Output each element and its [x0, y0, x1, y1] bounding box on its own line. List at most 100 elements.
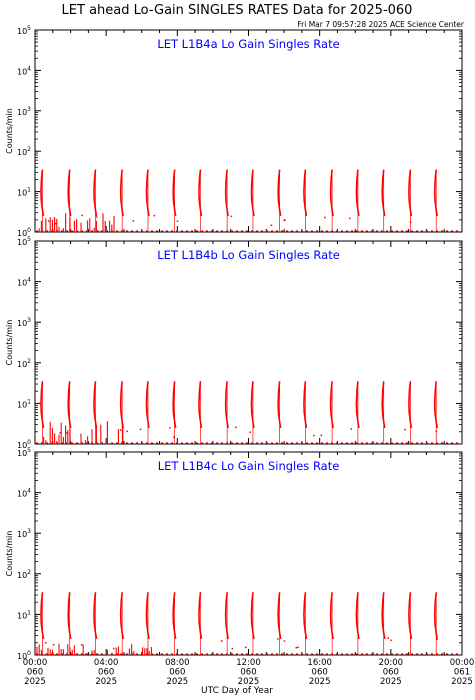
spike-mark: [40, 381, 45, 444]
figure-title: LET ahead Lo-Gain SINGLES RATES Data for…: [62, 3, 413, 18]
panel-title: LET L1B4a Lo Gain Singles Rate: [157, 37, 339, 51]
data-point: [153, 214, 156, 217]
data-point: [283, 640, 286, 642]
y-tick-label: 100: [17, 650, 31, 661]
data-point: [173, 436, 175, 439]
y-tick-base: 10: [17, 27, 27, 36]
x-axis-label: UTC Day of Year: [201, 686, 273, 696]
y-axis-label: Counts/min: [5, 108, 14, 154]
data-point: [176, 220, 179, 222]
spike-mark: [67, 592, 72, 655]
data-point: [349, 217, 351, 220]
data-point: [320, 434, 323, 437]
y-tick-label: 101: [17, 398, 31, 409]
spike-mark: [381, 381, 386, 444]
spike-mark: [433, 381, 438, 444]
spike-mark: [145, 592, 150, 655]
timestamp: Fri Mar 7 09:57:28 2025 ACE Science Cent…: [297, 20, 465, 29]
spike-mark: [198, 592, 203, 655]
spike-mark: [355, 169, 360, 232]
data-point: [436, 638, 438, 641]
spike-mark: [433, 169, 438, 232]
spike-mark: [303, 169, 308, 232]
x-tick-time: 16:00: [307, 658, 332, 668]
y-axis-label: Counts/min: [5, 531, 14, 577]
data-point: [54, 222, 57, 225]
spike-mark: [172, 169, 177, 232]
y-tick-label: 102: [17, 358, 31, 369]
data-point: [80, 643, 83, 646]
y-tick-exponent: 1: [27, 609, 31, 616]
x-tick-year: 2025: [167, 677, 189, 687]
y-tick-label: 101: [17, 187, 31, 198]
spike-mark: [433, 592, 438, 655]
y-axis-label: Counts/min: [5, 320, 14, 366]
y-tick-exponent: 1: [27, 187, 31, 194]
y-tick-base: 10: [17, 189, 27, 198]
spike-mark: [303, 381, 308, 444]
plot-frame: [34, 29, 463, 233]
spike-mark: [303, 592, 308, 655]
spike-mark: [40, 592, 45, 655]
x-tick-doy: 060: [383, 668, 399, 678]
y-tick-base: 10: [17, 67, 27, 76]
y-tick-label: 104: [17, 277, 31, 288]
data-point: [126, 430, 128, 433]
y-tick-exponent: 0: [27, 650, 31, 657]
y-tick-base: 10: [17, 400, 27, 409]
data-point: [132, 220, 135, 222]
y-tick-exponent: 0: [27, 227, 31, 234]
spike-mark: [250, 169, 255, 232]
y-tick-label: 100: [17, 227, 31, 238]
y-tick-exponent: 3: [27, 528, 31, 535]
y-tick-label: 101: [17, 609, 31, 620]
spike-mark: [277, 592, 282, 655]
y-tick-base: 10: [17, 611, 27, 620]
y-tick-exponent: 2: [27, 358, 31, 365]
spike-mark: [250, 381, 255, 444]
y-tick-base: 10: [17, 490, 27, 499]
plot-frame: [34, 451, 463, 656]
y-tick-exponent: 0: [27, 439, 31, 446]
data-point: [59, 432, 61, 434]
data-point: [139, 428, 142, 431]
y-tick-base: 10: [17, 108, 27, 117]
y-tick-base: 10: [17, 229, 27, 238]
data-point: [270, 224, 273, 227]
y-tick-label: 105: [17, 25, 31, 36]
spike-mark: [381, 169, 386, 232]
y-tick-exponent: 1: [27, 398, 31, 405]
spike-mark: [329, 381, 334, 444]
spike-mark: [145, 169, 150, 232]
y-tick-base: 10: [17, 530, 27, 539]
spike-mark: [224, 381, 229, 444]
data-point: [235, 426, 237, 429]
data-point: [66, 432, 68, 434]
data-point: [350, 428, 353, 430]
y-tick-exponent: 2: [27, 146, 31, 153]
x-tick-year: 2025: [309, 677, 331, 687]
data-point: [81, 214, 83, 217]
y-tick-exponent: 4: [27, 488, 31, 495]
data-point: [277, 638, 279, 640]
spike-mark: [67, 169, 72, 232]
data-point: [231, 647, 234, 650]
y-tick-label: 104: [17, 65, 31, 76]
y-tick-base: 10: [17, 441, 27, 450]
spike-mark: [93, 169, 98, 232]
y-tick-label: 102: [17, 146, 31, 157]
x-tick-time: 20:00: [379, 658, 404, 668]
y-tick-base: 10: [17, 360, 27, 369]
y-tick-exponent: 3: [27, 106, 31, 113]
data-point: [390, 639, 392, 642]
x-tick-year: 2025: [451, 677, 473, 687]
spike-mark: [119, 169, 124, 232]
data-point: [244, 646, 247, 649]
